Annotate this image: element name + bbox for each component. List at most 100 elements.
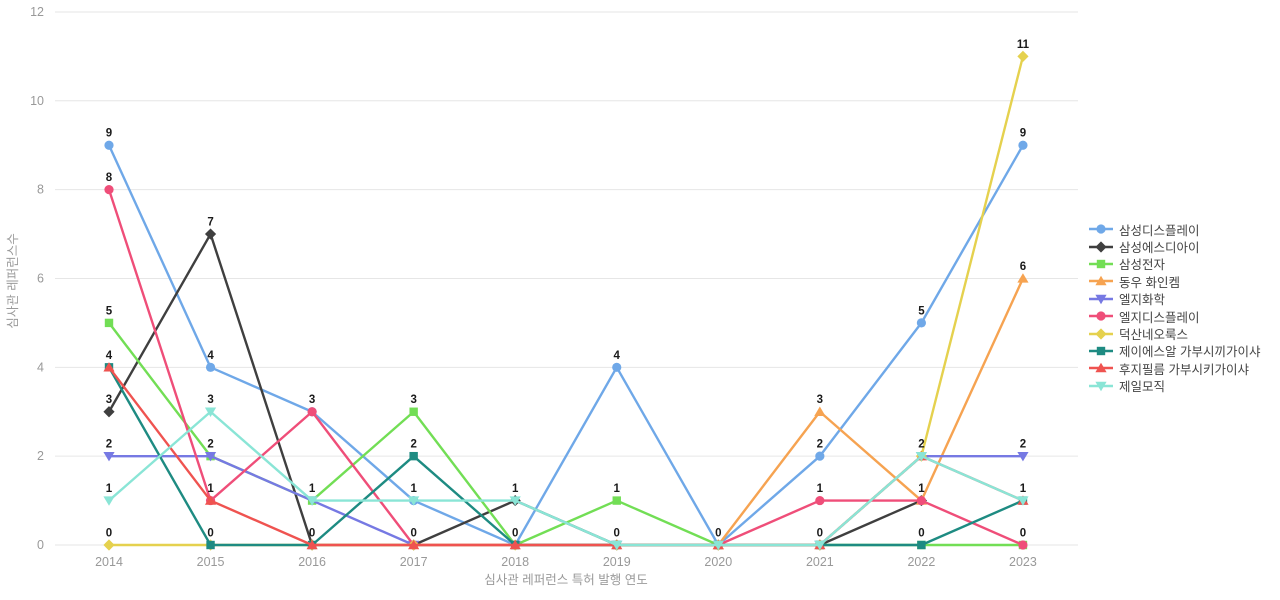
data-point-marker bbox=[1095, 276, 1107, 286]
data-point-marker bbox=[916, 495, 927, 506]
data-point-label: 1 bbox=[817, 483, 824, 495]
data-point-marker bbox=[1096, 346, 1106, 356]
x-tick-label: 2021 bbox=[806, 555, 834, 569]
data-point-marker bbox=[1018, 140, 1028, 150]
data-point-marker bbox=[103, 406, 115, 418]
legend-item-5[interactable]: 엘지디스플레이 bbox=[1088, 308, 1260, 325]
data-point-marker bbox=[104, 140, 114, 150]
data-point-label: 0 bbox=[410, 528, 416, 540]
legend-item-6[interactable]: 덕산네오룩스 bbox=[1088, 325, 1260, 343]
data-point-marker bbox=[1096, 311, 1106, 321]
data-point-marker bbox=[1095, 381, 1107, 391]
gridlines bbox=[55, 11, 1078, 546]
x-tick-label: 2015 bbox=[197, 555, 225, 569]
y-tick-label: 10 bbox=[30, 94, 44, 108]
data-point-marker bbox=[1096, 224, 1106, 234]
data-point-marker bbox=[1095, 294, 1107, 304]
series-line bbox=[107, 410, 1025, 547]
x-tick-label: 2014 bbox=[95, 555, 123, 569]
data-point-label: 4 bbox=[207, 350, 214, 362]
data-point-marker bbox=[104, 318, 114, 328]
legend-item-8[interactable]: 후지필름 가부시키가이샤 bbox=[1088, 360, 1260, 377]
triangle-down-legend-marker-icon bbox=[1089, 381, 1113, 391]
x-tick-label: 2022 bbox=[907, 555, 935, 569]
legend-label: 후지필름 가부시키가이샤 bbox=[1119, 362, 1249, 377]
data-point-marker bbox=[1018, 540, 1028, 550]
triangle-up-legend-marker-icon bbox=[1089, 276, 1113, 286]
data-point-label: 1 bbox=[106, 483, 113, 495]
data-point-label: 7 bbox=[207, 217, 213, 229]
legend-item-3[interactable]: 동우 화인켐 bbox=[1088, 273, 1260, 290]
data-point-marker bbox=[815, 451, 825, 461]
data-point-label: 1 bbox=[512, 483, 519, 495]
x-tick-label: 2017 bbox=[400, 555, 428, 569]
data-point-label: 1 bbox=[614, 483, 621, 495]
circle-legend-marker-icon bbox=[1089, 311, 1113, 321]
legend-item-2[interactable]: 삼성전자 bbox=[1088, 256, 1260, 272]
data-point-label: 0 bbox=[106, 528, 112, 540]
x-axis-title: 심사관 레퍼런스 특허 발행 연도 bbox=[484, 572, 647, 587]
data-point-marker bbox=[1096, 259, 1106, 269]
series-6 bbox=[103, 50, 1029, 551]
data-series bbox=[103, 50, 1029, 551]
data-point-marker bbox=[915, 451, 927, 462]
data-point-label: 4 bbox=[614, 350, 621, 362]
data-point-marker bbox=[206, 540, 215, 550]
data-point-label: 3 bbox=[207, 394, 213, 406]
data-point-label: 9 bbox=[1020, 128, 1026, 140]
data-point-marker bbox=[409, 451, 418, 461]
y-tick-label: 2 bbox=[37, 449, 44, 463]
data-point-label: 0 bbox=[614, 528, 620, 540]
data-point-label: 3 bbox=[817, 394, 823, 406]
data-point-marker bbox=[612, 362, 622, 372]
series-0 bbox=[104, 140, 1028, 550]
legend-label: 덕산네오룩스 bbox=[1119, 328, 1189, 343]
legend-label: 삼성전자 bbox=[1119, 258, 1166, 273]
data-point-marker bbox=[204, 407, 217, 417]
legend-item-0[interactable]: 삼성디스플레이 bbox=[1088, 221, 1260, 238]
square-legend-marker-icon bbox=[1089, 346, 1113, 356]
series-line bbox=[107, 321, 1025, 547]
data-point-label: 2 bbox=[817, 439, 823, 451]
legend-item-1[interactable]: 삼성에스디아이 bbox=[1088, 238, 1260, 256]
data-point-label: 0 bbox=[512, 528, 518, 540]
data-point-marker bbox=[306, 496, 318, 506]
legend-label: 엘지디스플레이 bbox=[1119, 310, 1200, 325]
data-point-label: 11 bbox=[1017, 39, 1030, 51]
data-point-marker bbox=[1095, 240, 1107, 253]
data-point-label: 5 bbox=[918, 305, 925, 317]
data-point-marker bbox=[1017, 273, 1029, 283]
data-point-label: 0 bbox=[207, 528, 213, 540]
data-point-marker bbox=[1095, 327, 1107, 340]
y-tick-label: 4 bbox=[37, 360, 44, 374]
legend-label: 삼성에스디아이 bbox=[1119, 241, 1200, 256]
data-point-marker bbox=[509, 539, 521, 550]
series-9 bbox=[103, 407, 1029, 551]
legend-item-4[interactable]: 엘지화학 bbox=[1088, 291, 1260, 307]
data-point-label: 0 bbox=[918, 528, 924, 540]
legend-item-9[interactable]: 제일모직 bbox=[1088, 378, 1260, 394]
data-point-label: 1 bbox=[918, 483, 925, 495]
data-point-label: 3 bbox=[309, 394, 315, 406]
data-point-marker bbox=[204, 451, 217, 462]
data-point-marker bbox=[814, 540, 826, 551]
y-axis-title: 심사관 레퍼런스수 bbox=[6, 233, 20, 328]
legend-label: 제이에스알 가부시끼가이샤 bbox=[1119, 345, 1261, 360]
data-point-label: 1 bbox=[410, 483, 417, 495]
data-point-marker bbox=[1017, 50, 1029, 62]
data-point-label: 0 bbox=[817, 528, 823, 540]
data-point-label: 0 bbox=[1020, 528, 1026, 540]
legend-label: 제일모직 bbox=[1119, 380, 1166, 395]
data-point-marker bbox=[611, 540, 623, 551]
data-point-marker bbox=[1095, 363, 1107, 373]
triangle-up-legend-marker-icon bbox=[1089, 363, 1113, 373]
legend-item-7[interactable]: 제이에스알 가부시끼가이샤 bbox=[1088, 343, 1260, 359]
data-point-marker bbox=[103, 496, 115, 506]
data-point-marker bbox=[408, 496, 420, 506]
data-point-label: 8 bbox=[106, 172, 113, 184]
data-point-marker bbox=[205, 362, 216, 372]
data-point-label: 6 bbox=[1020, 261, 1026, 273]
